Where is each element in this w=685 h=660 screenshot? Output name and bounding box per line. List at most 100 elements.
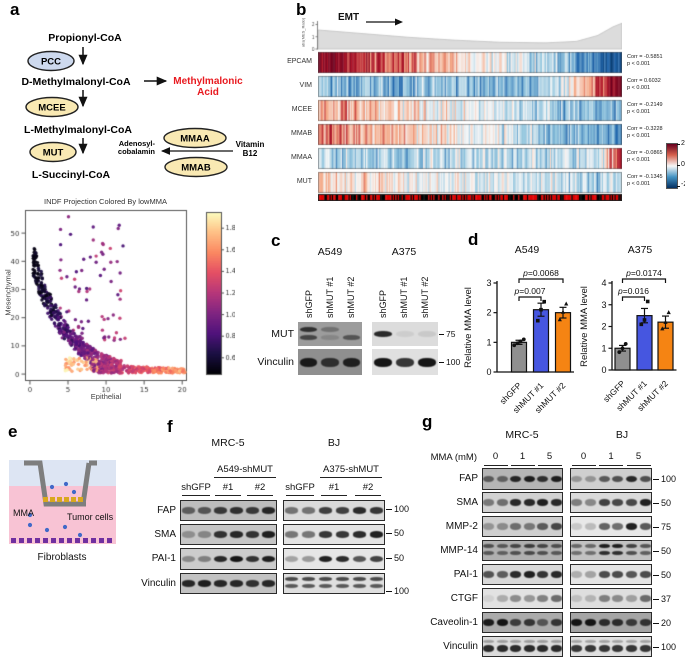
- blot-band: [352, 531, 367, 538]
- marker-label: 75: [446, 329, 456, 339]
- emt-heatmap-canvas: [318, 50, 622, 201]
- blot-band: [335, 583, 350, 589]
- blot-band: [626, 571, 637, 578]
- blot-band: [213, 555, 227, 563]
- lower-medium: [9, 486, 116, 544]
- heatmap-corr-value: Corr = -0.0865: [627, 150, 663, 156]
- blot-band: [318, 531, 333, 538]
- blot-band: [537, 571, 549, 578]
- data-point-circle: [518, 339, 523, 344]
- metabolite-l-succinyl-coa: L-Succinyl-CoA: [32, 169, 111, 181]
- fibroblasts-label: Fibroblasts: [38, 552, 87, 563]
- blot-band: [639, 571, 651, 578]
- blot-band: [585, 639, 596, 643]
- vitamin-line1: Vitamin: [236, 140, 265, 149]
- y-tick-label: 3: [486, 278, 491, 288]
- metabolite-l-methylmalonyl-coa: L-Methylmalonyl-CoA: [24, 124, 132, 136]
- blot-band: [197, 531, 211, 538]
- heatmap-colorbar-tick: 0: [681, 160, 685, 168]
- blot-band: [374, 358, 392, 367]
- blot-band: [369, 531, 384, 538]
- heatmap-row-label: MCEE: [291, 106, 312, 113]
- blot-band: [246, 555, 260, 563]
- marker-tick: [386, 533, 392, 534]
- panel-label-c: c: [271, 231, 281, 250]
- blot-box: [180, 524, 277, 545]
- marker-tick: [653, 550, 659, 552]
- blot-band: [213, 580, 227, 587]
- density-ylabel: abs(MES_Ratio): [300, 17, 306, 48]
- lane-label: shMUT #2: [346, 276, 356, 318]
- blot-band: [639, 645, 651, 652]
- blot-band: [612, 639, 624, 643]
- blot-band: [523, 550, 535, 556]
- blot-band: [321, 326, 339, 332]
- data-point-triangle: [560, 309, 566, 314]
- tumor-cell: [71, 497, 76, 502]
- blot-band: [571, 595, 583, 602]
- data-point-circle: [515, 341, 520, 346]
- marker-tick: [653, 598, 659, 600]
- blot-band: [197, 507, 211, 514]
- treatment-underline: [320, 477, 382, 478]
- tumor-cell: [64, 497, 69, 502]
- blot-band: [246, 507, 260, 514]
- blot-band: [537, 499, 549, 506]
- heatmap-row-label: MMAA: [291, 154, 312, 161]
- blot-band: [262, 555, 276, 563]
- tumor-cells-row: [43, 497, 83, 502]
- blot-band: [284, 555, 299, 563]
- blot-band: [550, 595, 562, 602]
- blot-band: [369, 577, 384, 582]
- marker-label: 50: [661, 569, 672, 580]
- blot-box: [570, 540, 652, 561]
- blot-box: [570, 636, 652, 657]
- blot-band: [523, 475, 535, 483]
- dose-underline: [510, 465, 535, 466]
- transwell-insert: [24, 460, 97, 507]
- blot-band: [318, 577, 333, 582]
- marker-tick: [653, 574, 659, 576]
- dose-underline: [571, 465, 596, 466]
- mma-dot: [27, 512, 33, 518]
- blot-band: [523, 523, 535, 530]
- blot-row-label: Vinculin: [443, 640, 478, 652]
- blot-band: [483, 645, 495, 652]
- blot-band: [483, 499, 495, 506]
- data-point-square: [642, 318, 647, 322]
- blot-band: [301, 507, 316, 514]
- fibroblast-cells-row: [11, 538, 112, 543]
- mma-label: MMA: [13, 508, 34, 518]
- blot-band: [550, 544, 562, 549]
- blot-band: [496, 639, 508, 643]
- data-point-square: [536, 318, 540, 323]
- blot-band: [550, 619, 562, 626]
- blot-band: [571, 475, 583, 483]
- marker-label: 100: [661, 474, 677, 484]
- cellline-title: A375: [391, 246, 417, 258]
- dose-label: 1: [519, 451, 526, 462]
- group-label: shGFP: [285, 482, 315, 493]
- blot-box: [482, 468, 563, 490]
- dose-underline: [599, 465, 623, 466]
- blot-band: [571, 523, 583, 530]
- blot-band: [639, 499, 651, 506]
- blot-band: [537, 619, 549, 626]
- blot-band: [550, 550, 562, 556]
- group-underline: [286, 495, 314, 496]
- mma-dots: [27, 481, 83, 538]
- heatmap-p-value: p < 0.001: [627, 85, 651, 91]
- marker-label: 50: [661, 497, 672, 508]
- blot-band: [496, 571, 508, 578]
- blot-band: [352, 555, 367, 563]
- heatmap-corr-value: Corr = -0.1345: [627, 174, 663, 180]
- panel-label-f: f: [167, 417, 173, 436]
- dose-label: 0: [492, 451, 499, 462]
- blot-band: [510, 645, 522, 652]
- blot-band: [213, 507, 227, 514]
- blot-band: [230, 531, 244, 538]
- blot-band: [396, 330, 414, 338]
- lane-label: shGFP: [304, 289, 314, 318]
- marker-label: 100: [394, 586, 410, 596]
- blot-band: [639, 550, 651, 556]
